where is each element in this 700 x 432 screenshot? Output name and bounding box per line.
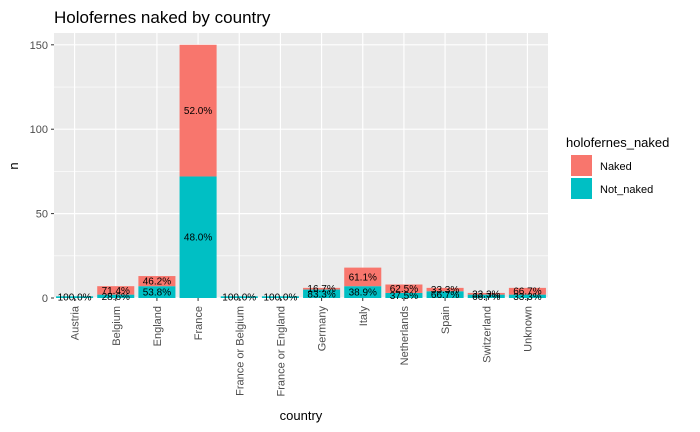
chart-title: Holofernes naked by country	[54, 8, 271, 27]
legend-label: Not_naked	[600, 184, 653, 196]
bar-naked	[426, 287, 464, 292]
bar-not-naked	[467, 294, 505, 298]
y-tick-label: 100	[30, 124, 48, 136]
bar-naked	[344, 267, 382, 287]
legend-label: Naked	[600, 161, 632, 173]
legend: holofernes_naked Naked Not_naked	[566, 135, 669, 199]
y-tick-label: 0	[42, 293, 48, 305]
bar-not-naked	[303, 289, 341, 298]
x-tick-label: Spain	[440, 306, 452, 334]
x-tick-label: Netherlands	[399, 306, 411, 366]
bar-not-naked	[179, 176, 217, 298]
y-axis-title: n	[6, 162, 21, 169]
bar-label-not-naked: 83.3%	[307, 289, 335, 300]
bar-label-not-naked: 38.9%	[349, 288, 377, 299]
legend-key	[571, 178, 592, 199]
bar-label-naked: 46.2%	[143, 277, 171, 288]
bar-naked	[97, 286, 135, 295]
bar-not-naked	[261, 296, 299, 298]
legend-key	[571, 155, 592, 176]
legend-entries: Naked Not_naked	[571, 155, 653, 199]
bar-label-not-naked: 66.7%	[431, 290, 459, 301]
x-tick-label: Austria	[70, 305, 82, 340]
bar-not-naked	[508, 294, 546, 298]
x-axis-title: country	[280, 408, 323, 423]
x-tick-label: Germany	[317, 306, 329, 352]
bar-not-naked	[56, 296, 94, 298]
bar-label-naked: 61.1%	[349, 272, 377, 283]
bar-naked	[508, 287, 546, 295]
x-tick-label: England	[152, 306, 164, 346]
bar-label-naked: 16.7%	[307, 284, 335, 295]
x-tick-label: Unknown	[522, 306, 534, 352]
bar-not-naked	[138, 286, 176, 298]
bar-label-naked: 52.0%	[184, 106, 212, 117]
y-axis: 0 50 100 150	[30, 40, 54, 305]
bar-naked	[179, 44, 217, 177]
bar-label-naked: 33.3%	[472, 289, 500, 300]
bar-label-not-naked: 33.3%	[513, 292, 541, 303]
bars	[56, 44, 546, 298]
x-tick-label: France	[193, 306, 205, 340]
bar-naked	[138, 276, 176, 287]
legend-title: holofernes_naked	[566, 135, 669, 150]
bar-not-naked	[426, 291, 464, 298]
x-axis: Austria Belgium England France France or Bel…	[70, 298, 534, 397]
y-tick-label: 50	[36, 209, 48, 221]
grid-minor	[54, 86, 548, 257]
bar-label-naked: 62.5%	[390, 284, 418, 295]
bar-not-naked	[344, 286, 382, 298]
x-tick-label: Italy	[358, 306, 370, 327]
bar-label-not-naked: 28.6%	[102, 292, 130, 303]
x-tick-label: Belgium	[111, 306, 123, 346]
bar-not-naked	[220, 296, 258, 298]
plot-panel	[54, 33, 548, 298]
bar-labels: 100.0% 28.6%71.4% 53.8%46.2%48.0%52.0%100.…	[58, 106, 542, 304]
y-tick-label: 150	[30, 40, 48, 52]
x-tick-label: France or Belgium	[234, 306, 246, 396]
bar-label-not-naked: 37.5%	[390, 291, 418, 302]
bar-naked	[303, 287, 341, 290]
bar-label-not-naked: 66.7%	[472, 292, 500, 303]
x-tick-label: Switzerland	[481, 306, 493, 363]
bar-label-not-naked: 53.8%	[143, 288, 171, 299]
bar-naked	[467, 292, 505, 295]
bar-not-naked	[97, 294, 135, 298]
bar-label-naked: 71.4%	[102, 286, 130, 297]
bar-naked	[385, 284, 423, 293]
bar-not-naked	[385, 292, 423, 298]
bar-label-naked: 33.3%	[431, 285, 459, 296]
bar-label-not-naked: 48.0%	[184, 233, 212, 244]
bar-label-naked: 66.7%	[513, 287, 541, 298]
x-tick-label: France or England	[275, 306, 287, 397]
